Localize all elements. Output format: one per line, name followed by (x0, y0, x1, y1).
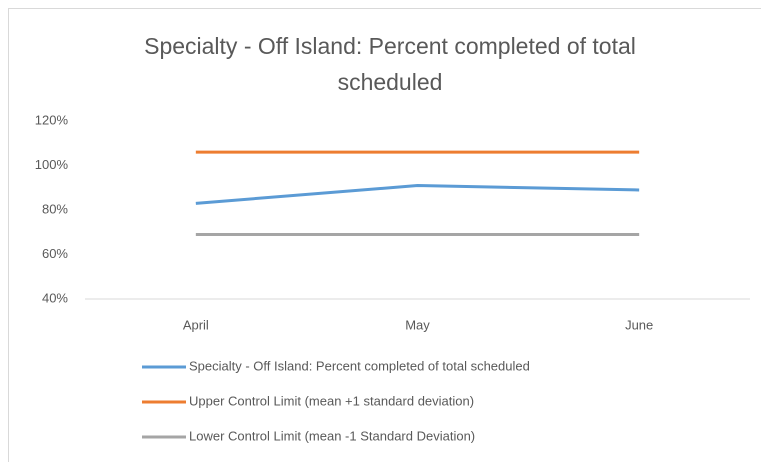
chart-title: Specialty - Off Island: Percent complete… (144, 33, 636, 95)
y-tick-label: 40% (42, 290, 68, 305)
chart-frame (8, 8, 761, 462)
legend-label: Specialty - Off Island: Percent complete… (189, 358, 530, 373)
y-tick-label: 100% (35, 157, 69, 172)
x-tick-label: April (183, 317, 209, 332)
y-tick-label: 120% (35, 112, 69, 127)
legend-label: Lower Control Limit (mean -1 Standard De… (189, 428, 475, 443)
series-line (195, 184, 640, 205)
x-tick-label: June (625, 317, 653, 332)
x-tick-label: May (405, 317, 430, 332)
legend-label: Upper Control Limit (mean +1 standard de… (189, 393, 474, 408)
y-tick-label: 80% (42, 201, 68, 216)
y-tick-label: 60% (42, 246, 68, 261)
